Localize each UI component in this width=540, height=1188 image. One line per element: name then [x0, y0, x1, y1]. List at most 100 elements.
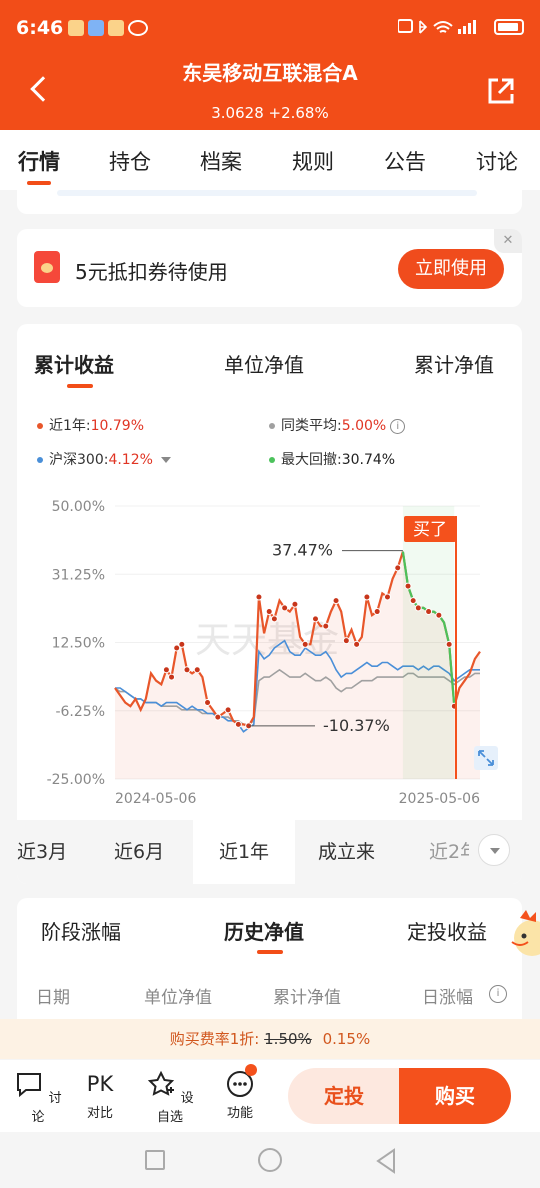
legend-index[interactable]: 沪深300:4.12% [37, 449, 171, 469]
trade-marker[interactable] [409, 597, 417, 605]
info-icon[interactable]: i [390, 418, 406, 434]
trade-marker[interactable] [435, 611, 443, 619]
star-add-icon [148, 1070, 175, 1096]
add-watchlist-label: 设自选 [156, 1091, 194, 1125]
tab-profile[interactable]: 档案 [200, 150, 242, 174]
tab-period-returns[interactable]: 阶段涨幅 [41, 920, 121, 944]
use-coupon-button[interactable]: 立即使用 [398, 249, 504, 289]
range-2y[interactable]: 近2年 [429, 841, 469, 863]
app-notification-icon [108, 20, 124, 36]
tab-cumulative-return[interactable]: 累计收益 [34, 353, 114, 377]
fee-original: 1.50% [264, 1030, 312, 1048]
legend-fund: 近1年:10.79% [37, 415, 144, 435]
battery-icon [494, 19, 524, 35]
trade-marker[interactable] [342, 637, 350, 645]
trade-marker[interactable] [425, 608, 433, 616]
trade-marker[interactable] [178, 640, 186, 648]
sip-button[interactable]: 定投 [288, 1068, 400, 1124]
cumulative-return-chart[interactable]: 50.00% 31.25% 12.50% -6.25% -25.00% 2024-05-0… [17, 484, 522, 820]
expand-icon[interactable] [474, 746, 498, 770]
trade-marker[interactable] [183, 666, 191, 674]
col-date: 日期 [36, 988, 70, 1008]
trade-marker[interactable] [394, 564, 402, 572]
system-nav-bar [0, 1132, 540, 1188]
trade-marker[interactable] [168, 673, 176, 681]
fund-area [115, 551, 480, 779]
tab-cumulative-nav[interactable]: 累计净值 [414, 353, 494, 377]
series-line-peer-average [114, 668, 480, 726]
buy-marker[interactable] [404, 516, 456, 542]
add-watchlist-button[interactable]: 设自选 [146, 1070, 194, 1125]
legend-index-label: 沪深300: [49, 452, 109, 468]
trade-marker[interactable] [193, 666, 201, 674]
trade-marker[interactable] [414, 604, 422, 612]
info-icon[interactable]: i [489, 985, 507, 1003]
trade-marker[interactable] [234, 720, 242, 728]
trade-marker[interactable] [301, 640, 309, 648]
trade-marker[interactable] [224, 706, 232, 714]
trade-marker[interactable] [281, 604, 289, 612]
max-return-label: 37.47% [272, 541, 333, 560]
trade-marker[interactable] [445, 640, 453, 648]
tab-discussion[interactable]: 讨论 [476, 150, 518, 174]
trade-marker[interactable] [353, 640, 361, 648]
chevron-down-icon[interactable] [478, 834, 510, 866]
close-icon[interactable]: ✕ [494, 229, 522, 253]
col-daily-change: 日涨幅 [422, 988, 473, 1008]
trade-marker[interactable] [214, 713, 222, 721]
legend-peer: 同类平均:5.00% i [269, 415, 406, 435]
trade-marker[interactable] [162, 666, 170, 674]
trade-marker[interactable] [255, 593, 263, 601]
coupon-text: 5元抵扣券待使用 [75, 260, 228, 284]
range-3m[interactable]: 近3月 [17, 841, 68, 863]
home-icon[interactable] [258, 1148, 282, 1172]
mascot-icon[interactable] [506, 904, 540, 956]
tab-unit-nav[interactable]: 单位净值 [224, 353, 304, 377]
tab-announcements[interactable]: 公告 [384, 150, 426, 174]
trade-marker[interactable] [204, 699, 212, 707]
discuss-button[interactable]: 讨论 [14, 1070, 62, 1125]
range-1y[interactable]: 近1年 [193, 820, 295, 884]
system-icons [398, 18, 524, 36]
fee-discount-bar: 购买费率1折: 1.50% 0.15% [0, 1019, 540, 1059]
range-6m[interactable]: 近6月 [114, 841, 165, 863]
legend-drawdown-label: 最大回撤: [281, 452, 342, 468]
trade-marker[interactable] [265, 608, 273, 616]
tab-market[interactable]: 行情 [18, 150, 60, 174]
recent-apps-icon[interactable] [145, 1150, 165, 1170]
legend-fund-label: 近1年: [49, 418, 91, 434]
tab-history-nav[interactable]: 历史净值 [224, 920, 304, 944]
status-bar: 6:46 [0, 0, 540, 56]
legend-dot [37, 457, 43, 463]
trade-marker[interactable] [363, 593, 371, 601]
previous-card [17, 190, 522, 214]
tab-sip-returns[interactable]: 定投收益 [407, 920, 487, 944]
trade-marker[interactable] [332, 597, 340, 605]
trade-marker[interactable] [373, 608, 381, 616]
trade-marker[interactable] [383, 593, 391, 601]
app-notification-icon [68, 20, 84, 36]
fee-discounted: 0.15% [322, 1030, 371, 1048]
main-tabs: 行情 持仓 档案 规则 公告 讨论 [0, 130, 540, 190]
legend-peer-value: 5.00% [341, 418, 387, 434]
red-envelope-icon [34, 251, 60, 283]
tab-holdings[interactable]: 持仓 [109, 150, 151, 174]
nav-back-icon[interactable] [374, 1148, 398, 1174]
compare-label: 对比 [86, 1106, 113, 1121]
col-cum-nav: 累计净值 [273, 988, 341, 1008]
trade-marker[interactable] [311, 615, 319, 623]
trade-marker[interactable] [322, 622, 330, 630]
history-tab-indicator [257, 950, 283, 954]
trade-marker[interactable] [270, 615, 278, 623]
share-icon[interactable] [486, 76, 516, 106]
trade-marker[interactable] [404, 582, 412, 590]
range-since-inception[interactable]: 成立来 [318, 841, 376, 863]
functions-button[interactable]: 功能 [216, 1064, 264, 1121]
compare-button[interactable]: PK 对比 [76, 1070, 124, 1121]
buy-button[interactable]: 购买 [399, 1068, 511, 1124]
trade-marker[interactable] [173, 644, 181, 652]
app-header: 6:46 东吴移动互联混合A 3.0628 +2.68% [0, 0, 540, 130]
tab-rules[interactable]: 规则 [292, 150, 334, 174]
chevron-down-icon[interactable] [160, 457, 171, 463]
trade-marker[interactable] [291, 600, 299, 608]
